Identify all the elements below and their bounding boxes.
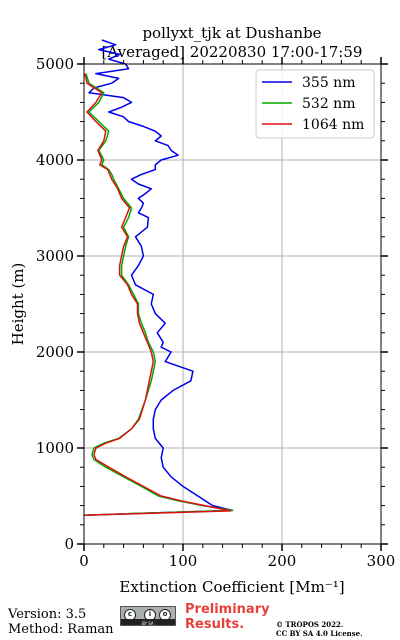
y-tick-label: 4000 [36, 151, 74, 169]
y-tick-label: 0 [64, 535, 74, 553]
x-axis-label: Extinction Coefficient [Mm⁻¹] [119, 578, 344, 596]
legend: 355 nm 532 nm 1064 nm [255, 69, 375, 139]
extinction-profile-chart: pollyxt_tjk at Dushanbe [Averaged] 20220… [9, 24, 396, 596]
x-tick-label: 100 [169, 552, 198, 570]
series-line-355-nm [83, 39, 234, 516]
method-text: Method: Raman [8, 622, 114, 637]
cc-license-badge: c i o BY SA [120, 606, 176, 626]
series-line-1064-nm [83, 73, 232, 516]
chart-title: pollyxt_tjk at Dushanbe [142, 24, 321, 42]
legend-items: 355 nm 532 nm 1064 nm [262, 75, 364, 133]
y-axis-label: Height (m) [9, 263, 27, 346]
legend-label: 1064 nm [302, 117, 364, 133]
y-tick-label: 1000 [36, 439, 74, 457]
x-tick-label: 300 [367, 552, 396, 570]
y-tick-label: 3000 [36, 247, 74, 265]
x-tick-label: 0 [79, 552, 89, 570]
badge-strip: BY SA [121, 619, 175, 626]
x-tick-label: 200 [268, 552, 297, 570]
series-line-532-nm [83, 73, 234, 516]
plot-frame [83, 63, 382, 545]
version-text: Version: 3.5 [8, 607, 87, 622]
y-tick-label: 5000 [36, 55, 74, 73]
legend-label: 355 nm [302, 75, 355, 91]
legend-box [255, 69, 375, 139]
y-tick-label: 2000 [36, 343, 74, 361]
legend-label: 532 nm [302, 96, 355, 112]
badge-label: BY SA [142, 621, 154, 626]
chart-subtitle: [Averaged] 20220830 17:00-17:59 [102, 43, 363, 61]
series-layer [83, 39, 234, 516]
preliminary-results-text: Preliminary Results. [185, 602, 270, 632]
by-person-icon: i [144, 609, 156, 621]
copyright-text: © TROPOS 2022. CC BY SA 4.0 License. [276, 620, 363, 638]
